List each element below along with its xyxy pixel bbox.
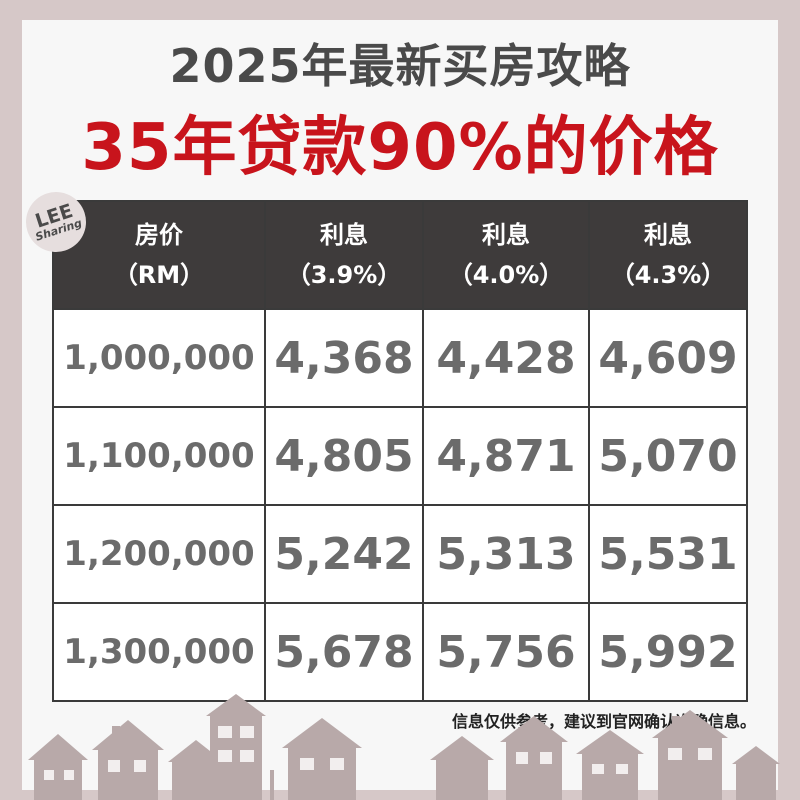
cell-monthly-payment: 4,368 [264,308,424,408]
cell-monthly-payment: 5,992 [588,602,748,702]
header-rate-4-0: 利息 （4.0%） [422,200,590,310]
cell-monthly-payment: 5,531 [588,504,748,604]
header-unit: （3.9%） [286,261,402,289]
cell-monthly-payment: 5,242 [264,504,424,604]
cell-monthly-payment: 4,805 [264,406,424,506]
page-subtitle: 35年贷款90%的价格 [81,111,719,185]
header-label: 利息 [482,221,530,249]
header-unit: （RM） [113,261,205,289]
header-label: 利息 [320,221,368,249]
header-unit: （4.3%） [610,261,726,289]
cell-monthly-payment: 4,609 [588,308,748,408]
cell-house-price: 1,000,000 [52,308,266,408]
cell-monthly-payment: 5,756 [422,602,590,702]
header-rate-4-3: 利息 （4.3%） [588,200,748,310]
cell-monthly-payment: 4,871 [422,406,590,506]
cell-house-price: 1,100,000 [52,406,266,506]
loan-rate-table: 房价 （RM） 利息 （3.9%） 利息 （4.0%） 利息 （4.3%） 1,… [52,200,748,702]
table-row: 1,200,000 5,242 5,313 5,531 [52,504,748,604]
header-label: 房价 [135,221,183,249]
cell-house-price: 1,300,000 [52,602,266,702]
table-header-row: 房价 （RM） 利息 （3.9%） 利息 （4.0%） 利息 （4.3%） [52,200,748,310]
header-house-price: 房价 （RM） [52,200,266,310]
table-row: 1,300,000 5,678 5,756 5,992 [52,602,748,702]
cell-monthly-payment: 5,678 [264,602,424,702]
table-row: 1,100,000 4,805 4,871 5,070 [52,406,748,506]
cell-house-price: 1,200,000 [52,504,266,604]
page-title: 2025年最新买房攻略 [169,39,631,93]
cell-monthly-payment: 4,428 [422,308,590,408]
house-silhouette-decoration [28,694,780,800]
cell-monthly-payment: 5,070 [588,406,748,506]
header-rate-3-9: 利息 （3.9%） [264,200,424,310]
table-row: 1,000,000 4,368 4,428 4,609 [52,308,748,408]
header-label: 利息 [644,221,692,249]
cell-monthly-payment: 5,313 [422,504,590,604]
header-unit: （4.0%） [448,261,564,289]
